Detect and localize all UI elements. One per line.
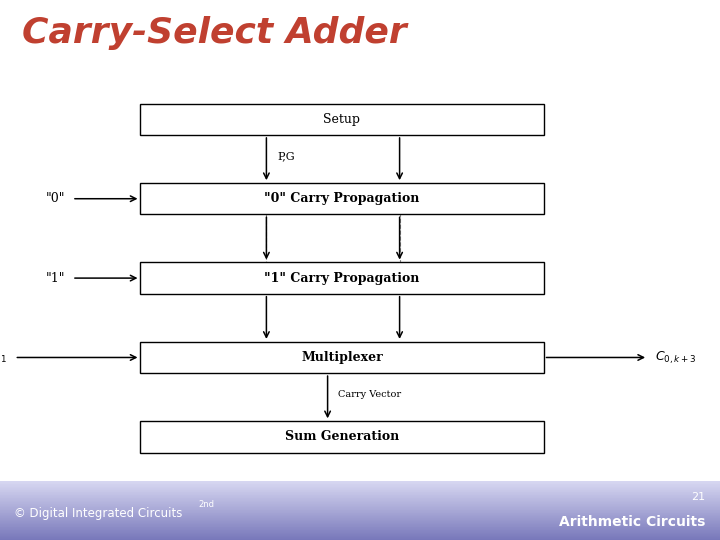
Text: © Digital Integrated Circuits: © Digital Integrated Circuits [14, 507, 183, 520]
Bar [0, 506, 720, 507]
Bar [0, 483, 720, 484]
Bar [0, 514, 720, 515]
Text: Multiplexer: Multiplexer [301, 351, 383, 364]
Bar [0, 512, 720, 513]
Bar [0, 484, 720, 485]
Bar [0, 538, 720, 539]
Bar [0, 511, 720, 512]
Bar [0, 489, 720, 490]
Bar [0, 537, 720, 538]
Bar [0, 485, 720, 486]
Bar [0, 539, 720, 540]
Bar [0, 497, 720, 498]
Bar [0, 515, 720, 516]
Bar [0, 518, 720, 519]
Bar [0, 482, 720, 483]
Text: $C_{0,k+3}$: $C_{0,k+3}$ [655, 349, 697, 366]
Bar [0, 481, 720, 482]
Bar [0, 505, 720, 506]
Bar [0, 490, 720, 491]
Bar [0, 492, 720, 493]
Bar [0, 507, 720, 508]
Bar [0, 513, 720, 514]
Bar [0, 487, 720, 488]
Bar [0, 525, 720, 526]
Bar [0, 529, 720, 530]
Bar [0, 498, 720, 499]
Bar [0, 496, 720, 497]
Bar [0, 516, 720, 517]
Bar [0, 493, 720, 494]
Text: P,G: P,G [277, 152, 294, 161]
Bar [0, 528, 720, 529]
Bar [0, 531, 720, 532]
Bar [140, 183, 544, 214]
Bar [0, 532, 720, 534]
Bar [0, 522, 720, 523]
Bar [0, 491, 720, 492]
Bar [0, 494, 720, 495]
Text: "1" Carry Propagation: "1" Carry Propagation [264, 272, 420, 285]
Bar [0, 500, 720, 501]
Bar [0, 503, 720, 504]
Text: $C_{0,k-1}$: $C_{0,k-1}$ [0, 349, 7, 366]
Bar [0, 509, 720, 510]
Bar [0, 526, 720, 528]
Bar [0, 536, 720, 537]
Text: Arithmetic Circuits: Arithmetic Circuits [559, 515, 706, 529]
Bar [0, 504, 720, 505]
Text: "1": "1" [45, 272, 65, 285]
Bar [0, 519, 720, 520]
Bar [0, 486, 720, 487]
Bar [0, 520, 720, 521]
Bar [0, 502, 720, 503]
Bar [0, 534, 720, 535]
Bar [140, 262, 544, 294]
Bar [0, 523, 720, 524]
Bar [0, 530, 720, 531]
Bar [0, 521, 720, 522]
Text: "0": "0" [45, 192, 65, 205]
Bar [140, 104, 544, 135]
Bar [140, 421, 544, 453]
Text: Carry-Select Adder: Carry-Select Adder [22, 16, 406, 50]
Text: Sum Generation: Sum Generation [285, 430, 399, 443]
Bar [0, 488, 720, 489]
Text: "0" Carry Propagation: "0" Carry Propagation [264, 192, 420, 205]
Bar [0, 510, 720, 511]
Text: Carry Vector: Carry Vector [338, 390, 402, 399]
Bar [0, 495, 720, 496]
Text: Setup: Setup [323, 113, 361, 126]
Bar [140, 342, 544, 373]
Bar [0, 524, 720, 525]
Bar [0, 508, 720, 509]
Bar [0, 517, 720, 518]
Bar [0, 535, 720, 536]
Text: 2nd: 2nd [198, 500, 214, 509]
Bar [0, 501, 720, 502]
Text: 21: 21 [691, 492, 706, 502]
Bar [0, 499, 720, 500]
